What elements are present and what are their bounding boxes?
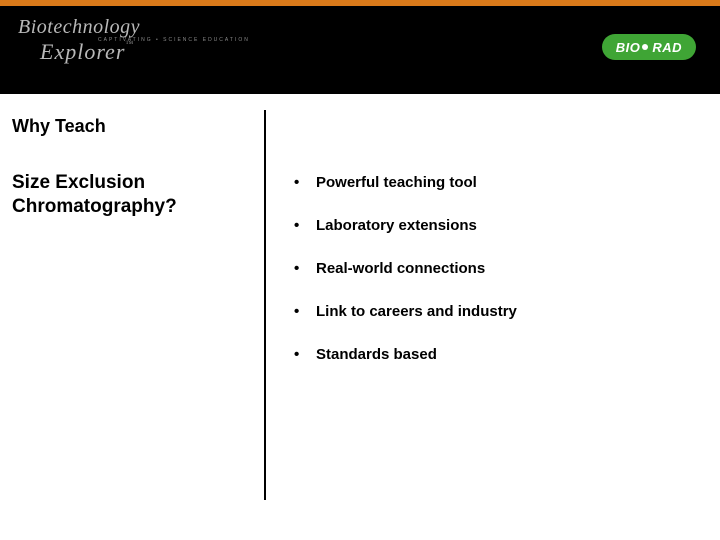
trademark-icon: ™ bbox=[125, 39, 134, 48]
bullet-list: Powerful teaching tool Laboratory extens… bbox=[290, 174, 690, 363]
vertical-divider bbox=[264, 110, 266, 500]
brand-line2-text: Explorer bbox=[40, 39, 125, 64]
left-column: Why Teach Size Exclusion Chromatography? bbox=[12, 116, 256, 219]
header-band: Biotechnology CAPTIVATING • SCIENCE EDUC… bbox=[0, 6, 720, 94]
right-column: Powerful teaching tool Laboratory extens… bbox=[290, 174, 690, 389]
brand-pill-text1: BIO bbox=[616, 40, 641, 55]
brand-logo-left: Biotechnology CAPTIVATING • SCIENCE EDUC… bbox=[18, 16, 250, 65]
dot-icon bbox=[642, 44, 648, 50]
brand-pill-text2: RAD bbox=[652, 40, 682, 55]
list-item: Standards based bbox=[290, 346, 690, 363]
overline-text: Why Teach bbox=[12, 116, 256, 137]
slide: Biotechnology CAPTIVATING • SCIENCE EDUC… bbox=[0, 0, 720, 540]
list-item: Laboratory extensions bbox=[290, 217, 690, 234]
list-item: Powerful teaching tool bbox=[290, 174, 690, 191]
brand-logo-right: BIO RAD bbox=[602, 34, 696, 60]
brand-pill: BIO RAD bbox=[602, 34, 696, 60]
list-item: Real-world connections bbox=[290, 260, 690, 277]
list-item: Link to careers and industry bbox=[290, 303, 690, 320]
brand-line1: Biotechnology bbox=[18, 16, 250, 39]
content-area: Why Teach Size Exclusion Chromatography?… bbox=[0, 110, 720, 540]
subject-title: Size Exclusion Chromatography? bbox=[12, 171, 256, 219]
